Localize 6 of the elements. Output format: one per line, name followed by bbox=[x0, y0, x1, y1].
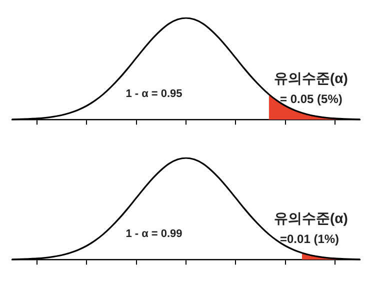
annotation: = 0.05 (5%) bbox=[280, 92, 342, 106]
annotation: 유의수준(α) bbox=[274, 70, 348, 88]
annotation: 유의수준(α) bbox=[274, 210, 348, 228]
annotation: 1 - α = 0.95 bbox=[126, 88, 182, 100]
annotation: =0.01 (1%) bbox=[280, 232, 340, 246]
annotation: 1 - α = 0.99 bbox=[126, 228, 182, 240]
